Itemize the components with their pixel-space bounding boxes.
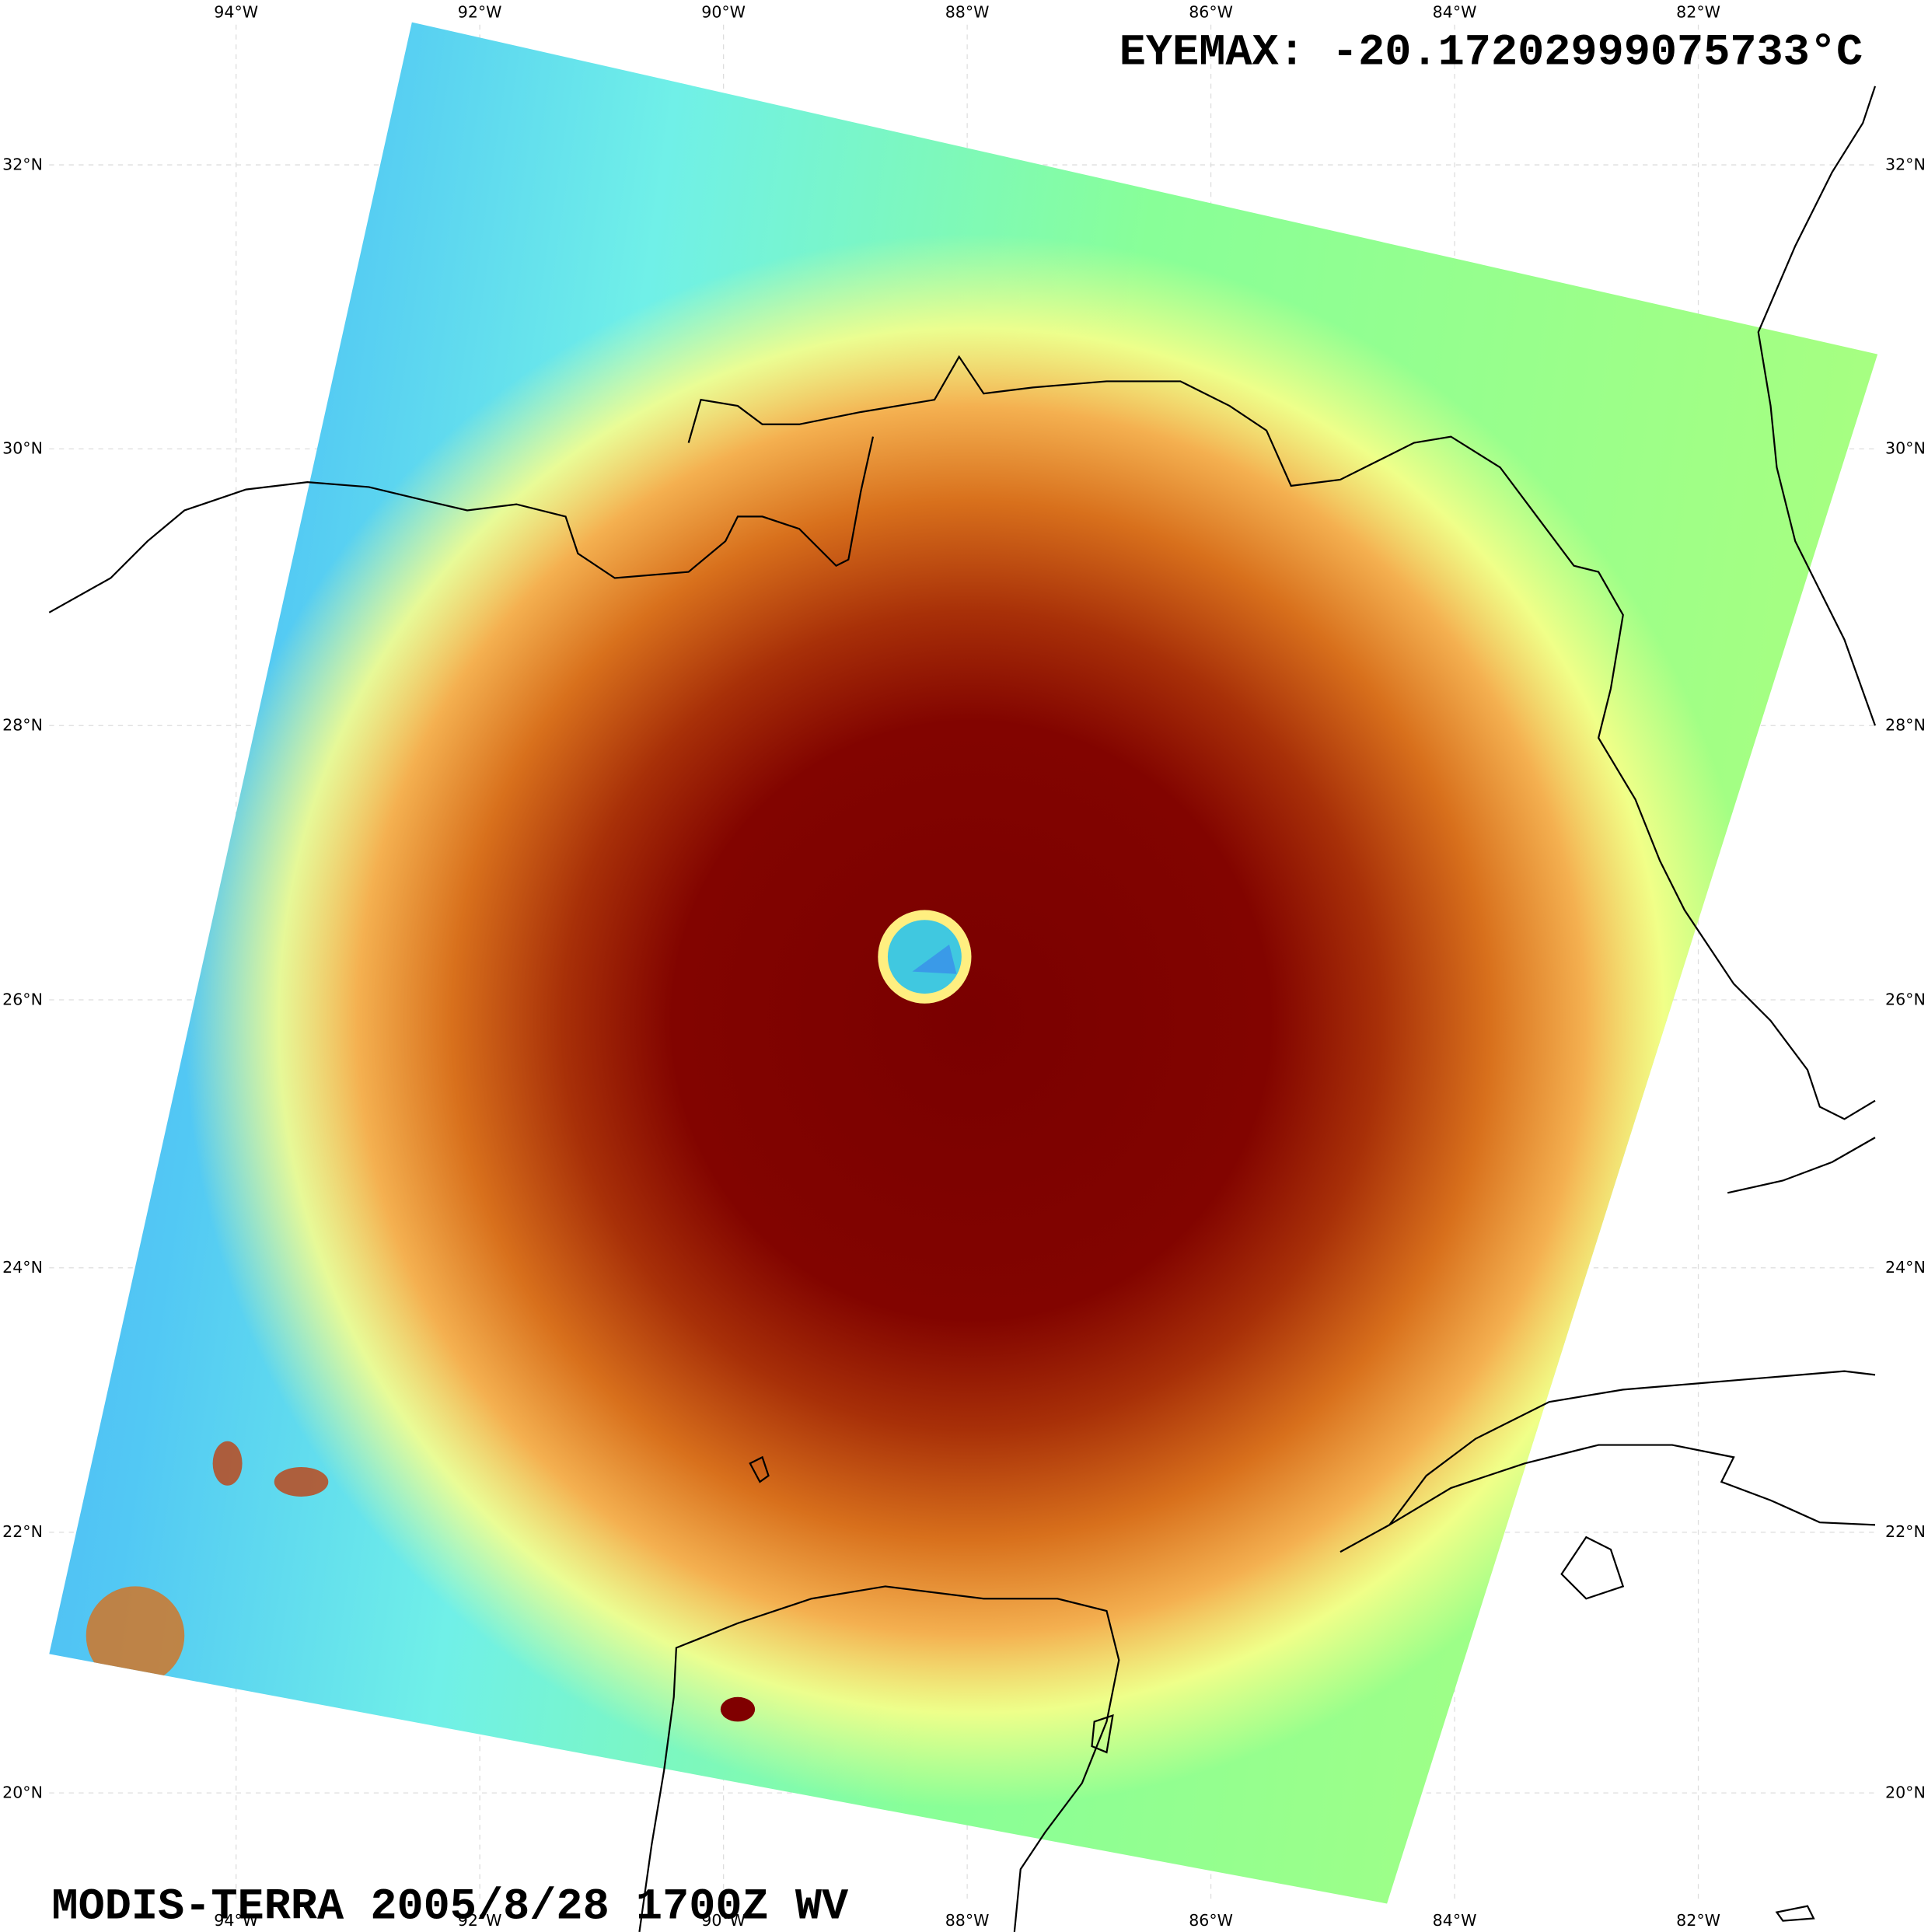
lat-label-left: 22°N [2,1522,43,1541]
lat-label-left: 32°N [2,155,43,173]
lon-label-top: 84°W [1433,2,1477,21]
lat-label-left: 24°N [2,1258,43,1277]
lat-label-left: 20°N [2,1783,43,1801]
caption: MODIS-TERRA 2005/8/28 1700Z WV [51,1882,849,1932]
lon-label-top: 92°W [458,2,502,21]
lat-label-left: 26°N [2,990,43,1008]
lon-label-top: 82°W [1676,2,1720,21]
eyemax-label: EYEMAX: -20.17202999075733°C [1119,28,1863,78]
lon-label-top: 86°W [1189,2,1233,21]
lat-label-right: 28°N [1885,716,1926,735]
lon-label-top: 90°W [701,2,746,21]
lon-label-bottom: 92°W [458,1911,502,1930]
lon-label-top: 94°W [214,2,258,21]
lon-label-bottom: 90°W [701,1911,746,1930]
lat-label-right: 24°N [1885,1258,1926,1277]
eye [878,910,972,1004]
coastlines [48,86,1877,1932]
lat-label-right: 26°N [1885,990,1926,1008]
lat-label-left: 30°N [2,439,43,458]
lon-label-bottom: 82°W [1676,1911,1720,1930]
lat-label-right: 22°N [1885,1522,1926,1541]
lon-label-top: 88°W [945,2,990,21]
lon-label-bottom: 84°W [1433,1911,1477,1930]
lat-label-right: 20°N [1885,1783,1926,1801]
lon-label-bottom: 86°W [1189,1911,1233,1930]
lon-label-bottom: 88°W [945,1911,990,1930]
lat-label-right: 30°N [1885,439,1926,458]
lat-label-right: 32°N [1885,155,1926,173]
lon-label-bottom: 94°W [214,1911,258,1930]
lat-label-left: 28°N [2,716,43,735]
